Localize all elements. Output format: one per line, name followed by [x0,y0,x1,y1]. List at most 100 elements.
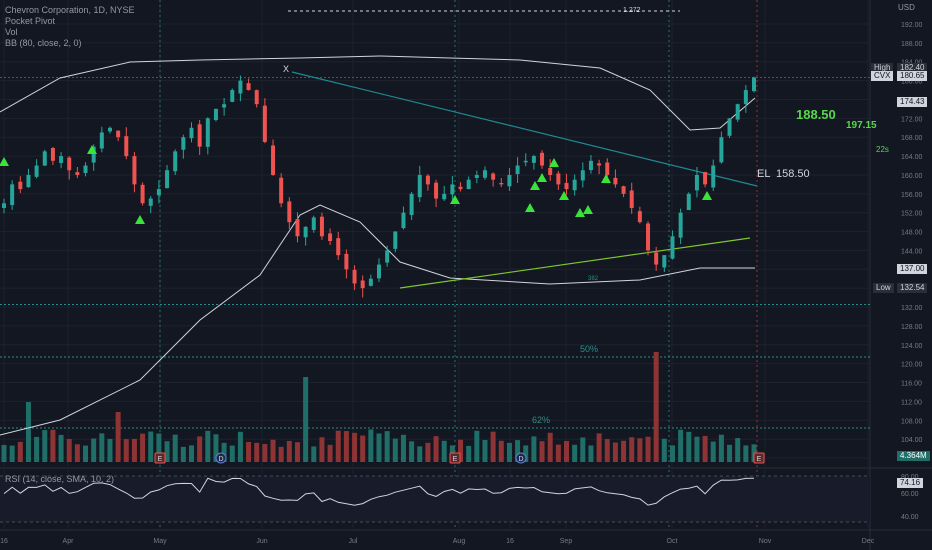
price-tick-label: 144.00 [901,248,923,255]
bb-lower-line [0,204,755,436]
candle-body [205,118,210,147]
high-label: High [871,63,894,73]
symbol-title[interactable]: Chevron Corporation, 1D, NYSE [5,5,135,15]
volume-bar [262,444,268,462]
volume-bar [172,434,178,462]
candle-body [540,152,545,166]
candle-body [727,118,732,136]
event-marker-letter: E [158,456,163,463]
candle-body [10,184,15,206]
cvx-value: 180.65 [897,71,928,81]
earnings-marker [154,452,166,464]
trendline-lower [399,237,751,289]
volume-bar [702,435,708,462]
target-188: 188.50 [796,107,836,122]
price-tick-label: 108.00 [901,418,923,425]
volume-bar [311,446,317,462]
volume-bar [425,442,431,462]
candle-body [450,184,455,195]
candle-body [580,170,585,181]
indicator-bollinger[interactable]: BB (80, close, 2, 0) [5,38,82,48]
candle-body [686,193,691,211]
volume-bar [352,432,358,462]
candle-body [18,181,23,190]
candle-body [605,162,610,175]
volume-bar [335,430,341,462]
candle-body [531,156,536,163]
candle-body [572,179,577,191]
fib-levels [0,10,870,429]
price-tick-label: 132.00 [901,305,923,312]
volume-bar [229,445,235,462]
candle-body [213,108,218,121]
rsi-legend[interactable]: RSI (14, close, SMA, 10, 2) [5,474,115,484]
bollinger-bands [0,55,756,436]
bb-upper-value: 174.43 [897,97,928,107]
volume-bar [376,433,382,462]
candle-body [99,132,104,149]
earnings-marker [753,452,765,464]
candle-body [466,179,471,190]
volume-bar [99,433,105,462]
candle-body [409,193,414,216]
volume-bar [384,431,390,462]
indicator-volume[interactable]: Vol [5,27,18,37]
volume-bar [661,438,667,462]
candle-body [637,211,642,223]
volume-bar [221,442,227,462]
price-tick-label: 116.00 [901,381,922,388]
candle-body [328,233,333,241]
candle-body [140,184,145,204]
volume-bar [686,431,692,462]
time-tick-label: Aug [453,538,466,545]
time-tick-label: May [153,538,167,545]
candle-body [743,90,748,104]
pocket-pivot-triangle [583,205,593,214]
candle-body [482,170,487,178]
price-tick-label: 124.00 [901,343,923,350]
el-label: EL [757,168,771,180]
dividend-marker [215,452,227,464]
candle-body [311,217,316,230]
candle-body [442,193,447,200]
candle-body [752,77,756,92]
volume-value: 4.364M [897,451,930,461]
volume-bar [25,402,31,462]
volume-bar [588,445,594,462]
pocket-pivot-triangle [450,195,460,204]
time-tick-label: Dec [862,538,875,545]
indicator-pocket-pivot[interactable]: Pocket Pivot [5,16,56,26]
rsi-tick-label: 40.00 [901,514,919,521]
candle-body [75,172,80,175]
candle-body [719,137,724,163]
candle-body [189,127,194,139]
volume-bar [140,433,146,462]
volume-bar [466,445,472,462]
volume-bar [319,437,325,462]
candle-body [50,148,55,161]
candle-body [336,238,341,256]
volume-bar [515,440,521,462]
price-tick-label: 156.00 [901,192,923,199]
volume-bar [555,444,561,462]
volume-bar [506,442,512,462]
volume-bar [564,440,569,462]
volume-bar [572,444,578,462]
volume-bar [441,440,447,462]
price-tick-label: 168.00 [901,135,923,142]
rsi-band [0,476,870,522]
price-tick-label: 180.00 [901,79,923,86]
candle-body [148,198,153,206]
volume-bar [629,437,635,462]
candle-body [34,165,39,177]
volume-bar [718,434,724,462]
volume-bar [270,439,276,462]
volume-bar [17,441,23,462]
currency-label: USD [898,3,915,12]
candle-body [368,278,373,286]
volume-bar [50,429,56,462]
volume-bar [34,436,40,462]
